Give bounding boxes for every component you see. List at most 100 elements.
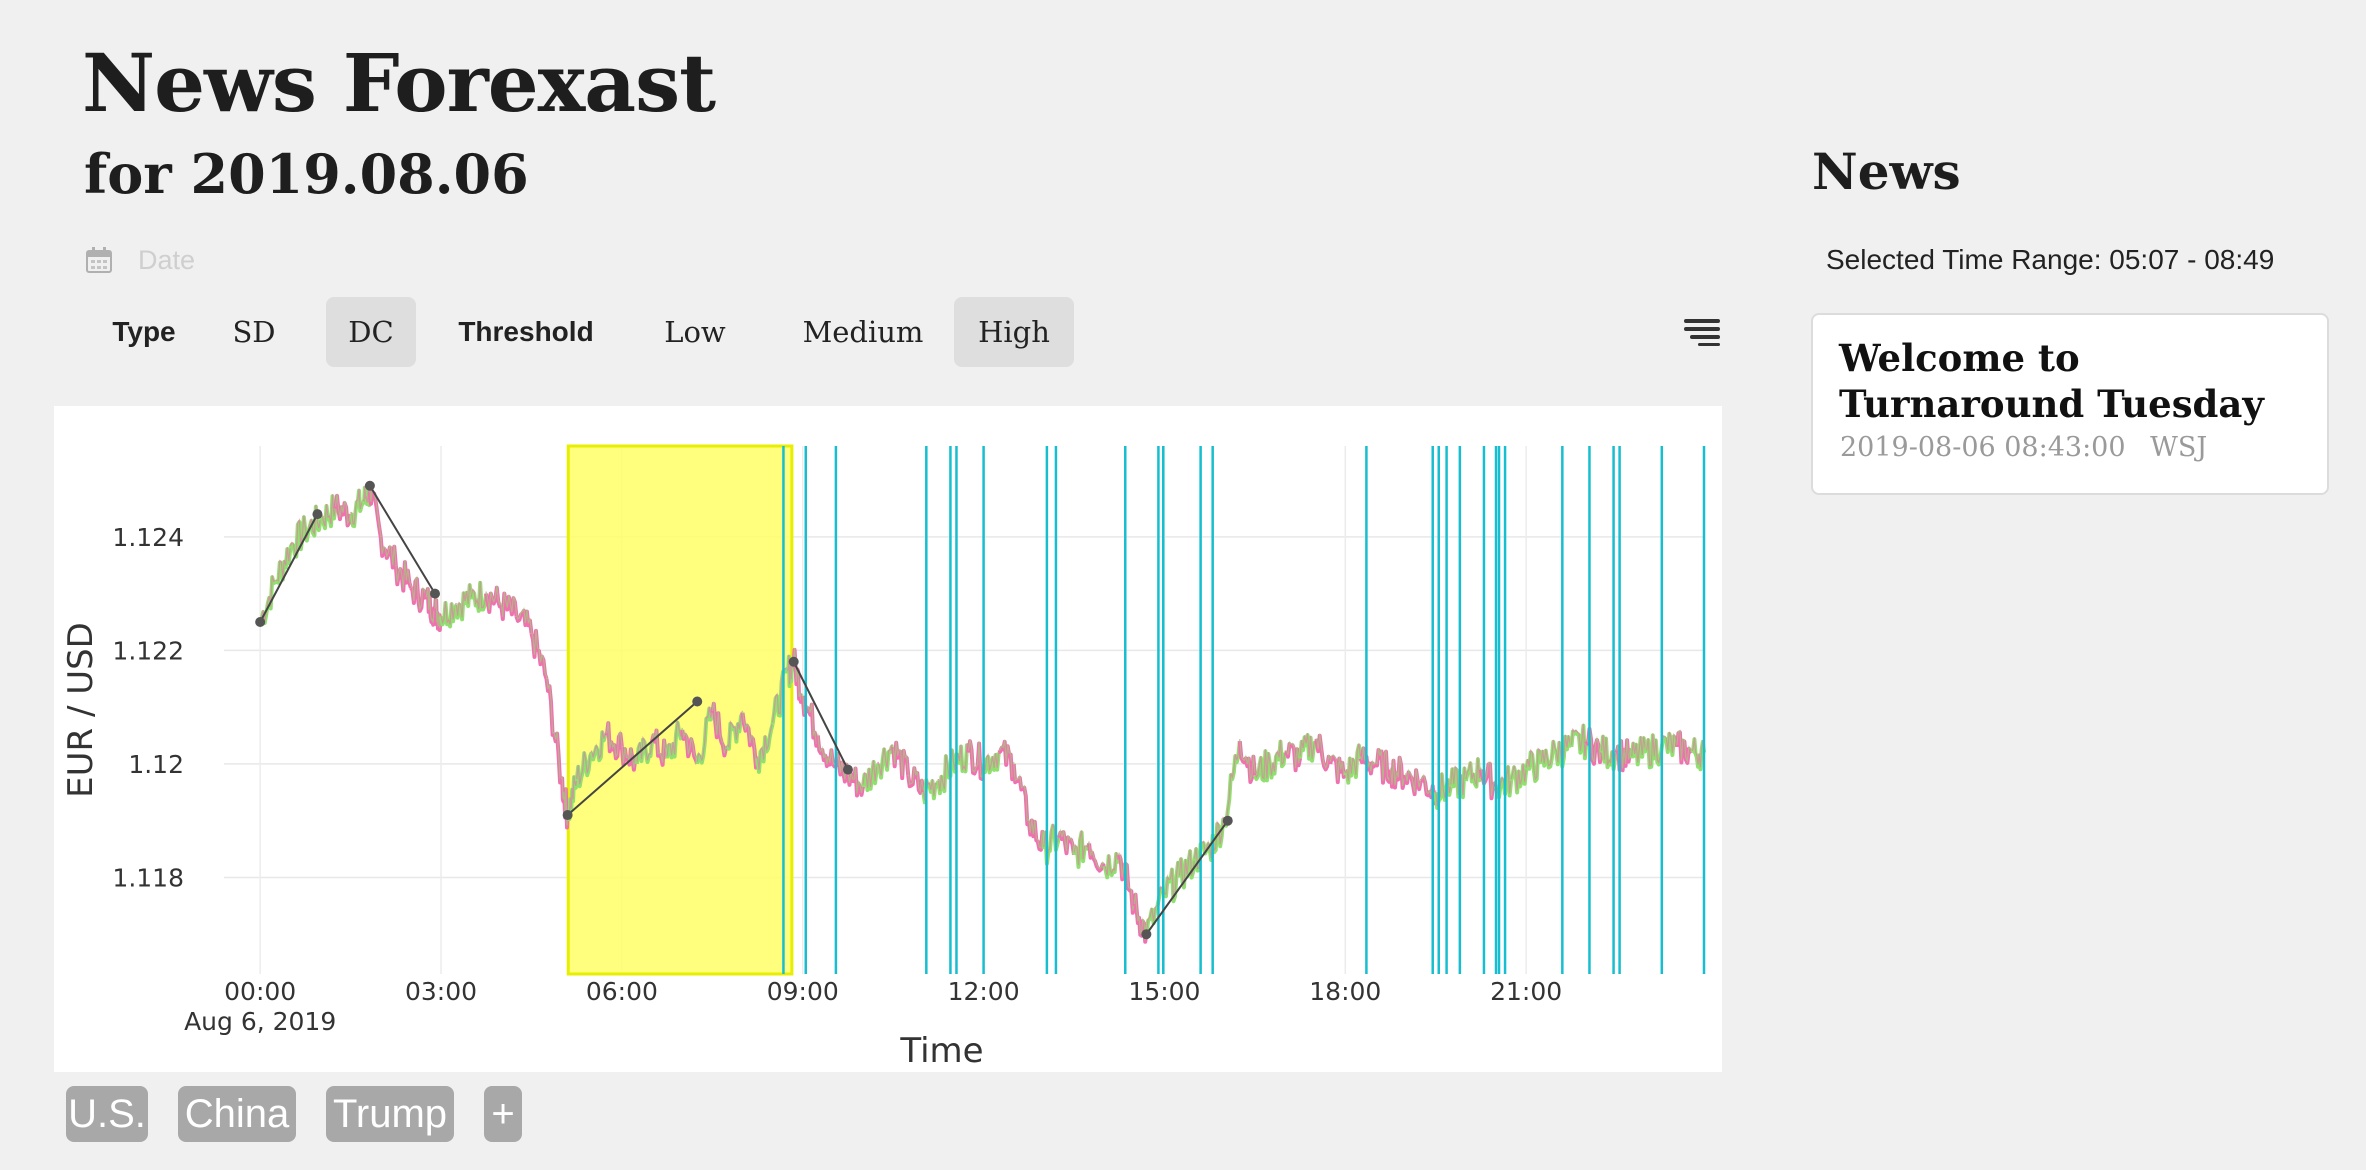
price-segment-overlay — [1315, 733, 1331, 769]
price-segment-overlay — [1058, 828, 1075, 853]
price-segment-overlay — [998, 739, 1015, 778]
price-segment-overlay — [1450, 765, 1467, 796]
price-segment-overlay — [1555, 734, 1572, 765]
price-segment-overlay — [636, 735, 653, 762]
calendar-icon[interactable] — [86, 247, 112, 273]
trend-layer — [255, 480, 1233, 940]
trend-line — [792, 661, 849, 771]
add-tag-button[interactable]: + — [484, 1086, 522, 1142]
price-segment — [469, 580, 489, 613]
date-input[interactable] — [136, 243, 440, 277]
price-segment-overlay — [1299, 733, 1316, 759]
price-segment-overlay — [1676, 729, 1693, 764]
price-segment-overlay — [1073, 830, 1090, 865]
price-segment — [529, 628, 549, 680]
trend-point — [842, 764, 853, 775]
tag-china[interactable]: China — [178, 1086, 296, 1142]
trend-point — [429, 588, 440, 599]
x-tick-label: 12:00 — [948, 977, 1020, 1006]
trend-point — [692, 696, 703, 707]
threshold-option-high[interactable]: High — [954, 297, 1074, 367]
threshold-option-medium[interactable]: Medium — [802, 315, 924, 349]
date-picker[interactable] — [86, 240, 440, 280]
trend-point — [364, 480, 375, 491]
x-tick-label: 06:00 — [586, 977, 658, 1006]
type-label: Type — [112, 316, 176, 347]
price-segment-overlay — [350, 488, 364, 525]
price-segment-overlay — [1133, 892, 1147, 940]
price-segment-overlay — [515, 606, 533, 632]
price-segment-overlay — [1344, 743, 1361, 781]
event-lines-layer — [782, 446, 1706, 974]
y-tick-label: 1.122 — [112, 636, 184, 665]
price-segment-overlay — [1118, 852, 1135, 911]
price-segment-overlay — [485, 585, 502, 610]
hamburger-menu-icon[interactable] — [1684, 319, 1720, 346]
time-range-value: 05:07 - 08:49 — [2109, 244, 2275, 275]
price-segment-overlay — [681, 727, 698, 763]
news-meta: 2019-08-06 08:43:00 WSJ — [1840, 432, 2223, 463]
price-segment-overlay — [892, 740, 909, 777]
price-segment-overlay — [1646, 733, 1663, 767]
price-segment-overlay — [651, 728, 668, 763]
y-tick-label: 1.124 — [112, 523, 184, 552]
price-segment-overlay — [395, 560, 412, 589]
price-chart[interactable]: 1.118 1.12 1.122 1.124 00:00 03:00 06:00 09:00 1… — [54, 406, 1722, 1072]
price-segment-overlay — [334, 493, 352, 526]
threshold-label: Threshold — [458, 316, 594, 347]
trend-point — [788, 656, 799, 667]
type-option-dc[interactable]: DC — [326, 297, 416, 367]
price-segment-overlay — [530, 628, 548, 677]
price-segment-overlay — [380, 534, 397, 566]
price-segment-overlay — [1194, 840, 1211, 870]
price-segment-overlay — [1661, 731, 1678, 754]
price-segment-overlay — [696, 706, 713, 763]
price-segment-overlay — [1510, 763, 1527, 791]
price-segment-overlay — [907, 766, 924, 793]
chart-grid — [224, 446, 1704, 974]
price-segment-overlay — [1329, 754, 1346, 781]
news-card[interactable]: Welcome to Turnaround Tuesday 2019-08-06… — [1811, 313, 2329, 495]
trend-point — [255, 617, 266, 627]
trend-point — [312, 509, 323, 520]
price-segment-overlay — [1254, 749, 1271, 780]
x-tick-label: 00:00 — [224, 977, 296, 1006]
x-date-label: Aug 6, 2019 — [184, 1007, 336, 1036]
trend-line — [566, 700, 698, 816]
selected-time-range: Selected Time Range: 05:07 - 08:49 — [1826, 244, 2274, 276]
price-segment-overlay — [1691, 737, 1705, 768]
price-segment-overlay — [967, 739, 985, 778]
price-segment-overlay — [606, 721, 623, 758]
price-segment-overlay — [1103, 851, 1120, 876]
news-headline[interactable]: Welcome to Turnaround Tuesday — [1839, 336, 2264, 426]
price-segment-overlay — [1540, 739, 1557, 767]
price-segment-overlay — [410, 575, 427, 611]
price-segment-overlay — [621, 744, 638, 768]
price-segment-overlay — [470, 580, 487, 609]
price-segment-overlay — [1145, 885, 1165, 933]
tag-us[interactable]: U.S. — [66, 1086, 148, 1142]
tag-trump[interactable]: Trump — [326, 1086, 454, 1142]
price-segment-overlay — [1374, 747, 1392, 782]
price-segment-overlay — [1570, 723, 1587, 757]
threshold-option-low[interactable]: Low — [664, 315, 726, 349]
price-segment-overlay — [1088, 841, 1105, 870]
trend-point — [1141, 929, 1152, 940]
type-option-sd[interactable]: SD — [232, 315, 276, 349]
trend-point — [562, 810, 573, 821]
price-segment-overlay — [319, 494, 337, 527]
price-segment-overlay — [1013, 761, 1030, 823]
price-segment-overlay — [666, 720, 683, 757]
price-segment-overlay — [1631, 736, 1648, 763]
price-segment-overlay — [756, 722, 774, 770]
price-segment-overlay — [1269, 739, 1286, 776]
price-segment-overlay — [369, 487, 382, 535]
price-segment-overlay — [1224, 739, 1241, 824]
price-chart-svg[interactable]: 1.118 1.12 1.122 1.124 00:00 03:00 06:00 09:00 1… — [54, 406, 1722, 1072]
price-segment-overlay — [1178, 849, 1196, 886]
app-title: News Forexast — [82, 36, 716, 130]
y-tick-label: 1.118 — [112, 863, 184, 892]
x-tick-label: 21:00 — [1490, 977, 1562, 1006]
price-series-layer — [258, 483, 1706, 944]
price-segment-overlay — [1028, 818, 1045, 849]
